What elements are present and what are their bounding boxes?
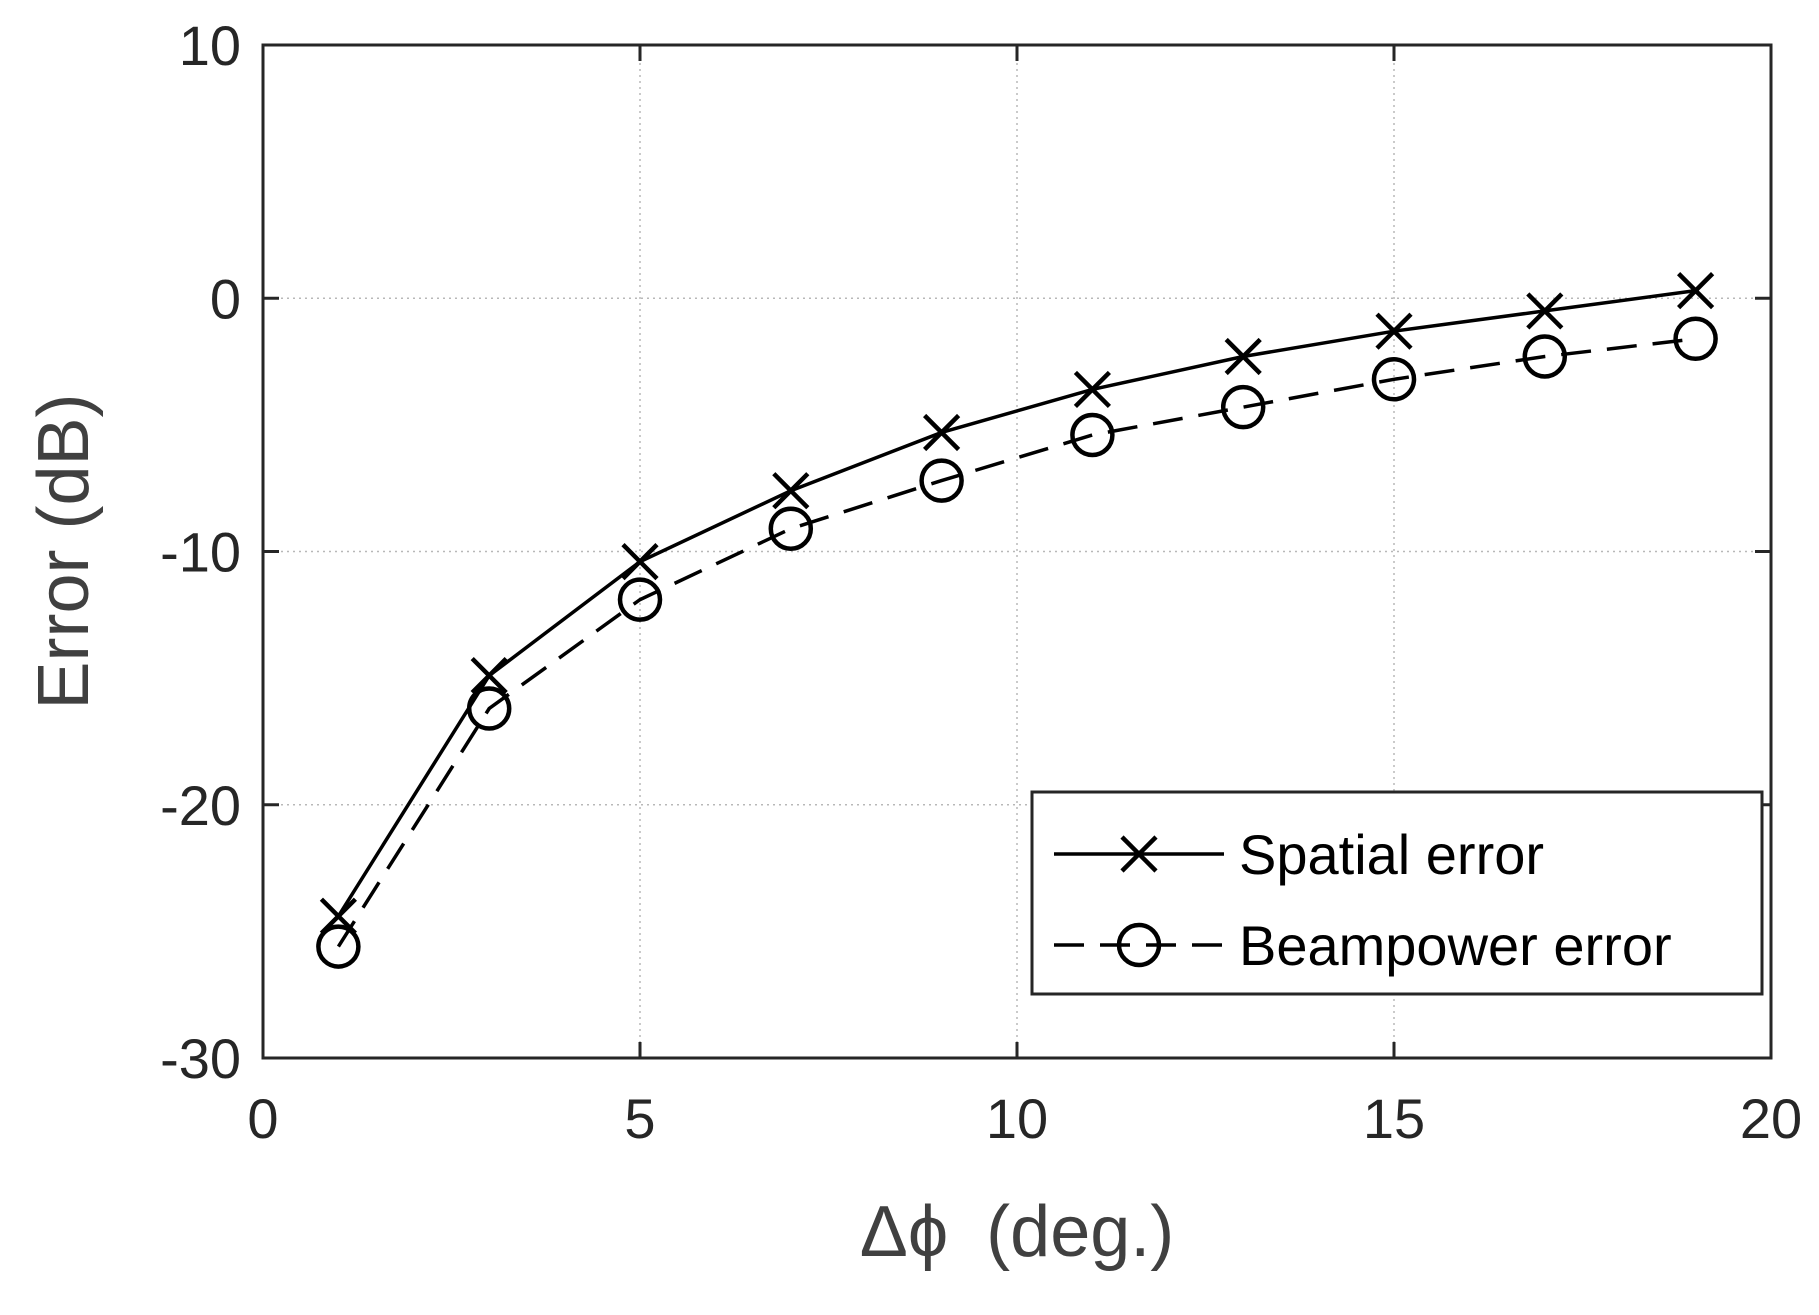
axis-ticks (261, 43, 1773, 1060)
y-tick-labels: -30 -20 -10 0 10 (160, 14, 241, 1090)
data-point (1220, 384, 1266, 430)
y-tick-label: -20 (160, 774, 241, 837)
data-point (470, 657, 508, 695)
x-axis-symbol: Δϕ (860, 1192, 948, 1272)
legend-entry: Spatial error (1054, 823, 1544, 886)
y-axis-title: Error (dB) (24, 393, 104, 709)
x-tick-labels: 0 5 10 15 20 (247, 1087, 1802, 1150)
y-tick-label: 0 (210, 267, 241, 330)
series-spatial-error (319, 272, 1715, 935)
data-point (621, 543, 659, 581)
y-tick-label: 10 (179, 14, 241, 77)
legend-entries: Spatial error Beampower error (1054, 823, 1672, 977)
data-point (1526, 292, 1564, 330)
grid-lines (263, 45, 1771, 1058)
x-tick-label: 5 (624, 1087, 655, 1150)
legend-label: Spatial error (1239, 823, 1544, 886)
x-tick-label: 10 (986, 1087, 1048, 1150)
legend-marker (1120, 835, 1158, 873)
data-point (1073, 370, 1111, 409)
data-point (768, 506, 814, 551)
data-point (1070, 412, 1115, 458)
data-point (1522, 334, 1568, 379)
data-point (1677, 272, 1715, 310)
series-layer (316, 272, 1718, 969)
data-point (316, 924, 361, 969)
series-line (336, 288, 1696, 918)
x-tick-label: 20 (1740, 1087, 1802, 1150)
legend-marker (1116, 922, 1162, 968)
x-axis-title: Δϕ (deg.) (860, 1192, 1175, 1272)
data-point (1375, 312, 1413, 350)
y-tick-label: -10 (160, 521, 241, 584)
legend-entry: Beampower error (1054, 914, 1672, 977)
x-tick-label: 0 (247, 1087, 278, 1150)
data-point (923, 413, 961, 452)
series-line (336, 337, 1696, 948)
series-beampower-error (316, 316, 1718, 969)
data-point (1673, 316, 1718, 362)
data-point (772, 472, 810, 510)
data-point (466, 686, 512, 731)
legend: Spatial error Beampower error (1030, 790, 1764, 996)
data-point (617, 577, 663, 622)
legend-label: Beampower error (1239, 914, 1672, 977)
data-point (1224, 337, 1262, 376)
data-point (919, 458, 964, 503)
x-axis-label: (deg.) (986, 1192, 1174, 1272)
y-tick-label: -30 (160, 1027, 241, 1090)
x-tick-label: 15 (1363, 1087, 1425, 1150)
data-point (1371, 357, 1417, 402)
